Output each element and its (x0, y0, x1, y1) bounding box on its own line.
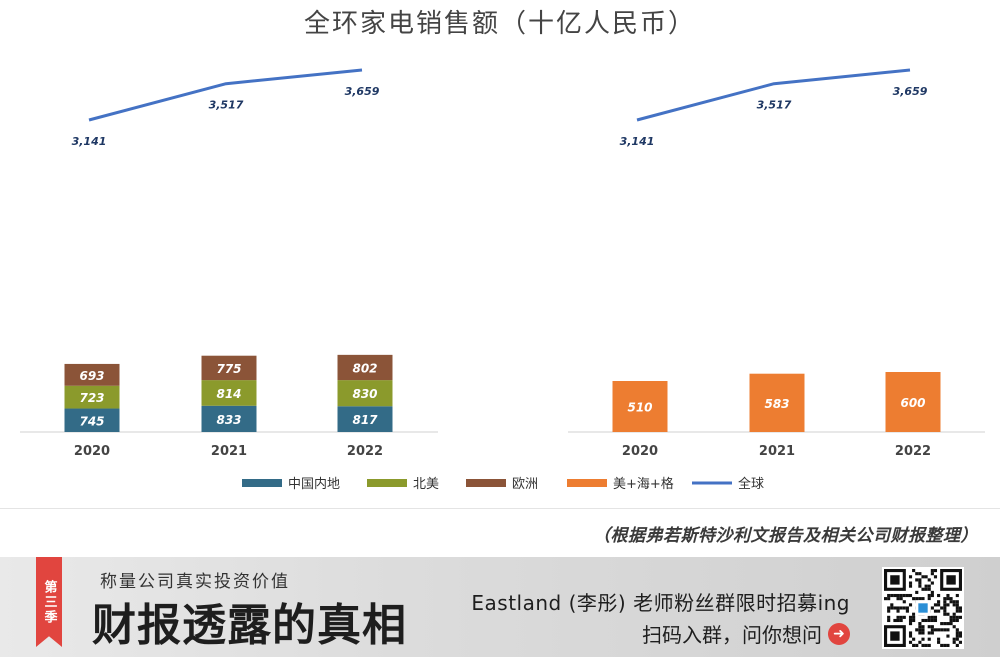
legend-swatch-欧洲 (466, 479, 506, 487)
bar-中国内地-2022 (337, 406, 393, 432)
x-tick-left: 2022 (347, 444, 383, 459)
line-label: 3,517 (757, 99, 792, 112)
line-全球-left (88, 68, 363, 122)
qr-code[interactable] (882, 567, 964, 649)
bar-label: 802 (352, 361, 377, 375)
banner-title: 财报透露的真相 (92, 600, 407, 651)
legend-label-全球: 全球 (738, 476, 764, 492)
bar-label: 775 (216, 362, 241, 376)
legend-swatch-美+海+格 (567, 479, 607, 487)
legend-label-北美: 北美 (413, 477, 439, 492)
bar-欧洲-2021 (201, 355, 257, 381)
bar-北美-2021 (201, 380, 257, 406)
bar-label: 510 (627, 401, 652, 415)
x-tick-right: 2022 (895, 444, 931, 459)
bar-北美-2022 (337, 380, 393, 407)
x-tick-left: 2020 (74, 444, 110, 459)
line-全球-right (636, 68, 911, 122)
legend-label-中国内地: 中国内地 (288, 476, 340, 492)
line-label: 3,517 (209, 99, 244, 112)
source-note: （根据弗若斯特沙利文报告及相关公司财报整理） (593, 526, 978, 546)
x-tick-left: 2021 (211, 444, 247, 459)
x-tick-right: 2020 (622, 444, 658, 459)
line-label: 3,659 (345, 85, 380, 98)
bar-美+海+格-2021 (749, 373, 805, 432)
bar-label: 723 (79, 391, 104, 405)
recruit-text: Eastland (李彤) 老师粉丝群限时招募ing (471, 591, 850, 615)
bar-label: 693 (79, 369, 104, 383)
bar-label: 745 (79, 414, 104, 428)
line-label: 3,141 (72, 135, 107, 148)
legend-swatch-北美 (367, 479, 407, 487)
legend-label-美+海+格: 美+海+格 (613, 476, 674, 492)
chart-svg: 全环家电销售额（十亿人民币） 745 723 693 2020 833 814 775 2021… (20, 9, 985, 492)
bar-label: 817 (352, 413, 378, 427)
join-group-link[interactable]: 扫码入群，问你想问 ➜ (642, 619, 850, 648)
line-label: 3,659 (893, 85, 928, 98)
legend-label-欧洲: 欧洲 (512, 477, 538, 492)
chart-title: 全环家电销售额（十亿人民币） (304, 9, 696, 39)
season-badge: 第三季 (36, 557, 62, 647)
join-group-label: 扫码入群，问你想问 (642, 623, 822, 647)
bar-label: 814 (216, 387, 241, 401)
arrow-right-circle-icon[interactable]: ➜ (828, 622, 850, 645)
promo-banner: 第三季 称量公司真实投资价值 财报透露的真相 Eastland (李彤) 老师粉… (0, 557, 1000, 657)
bar-label: 833 (216, 413, 241, 427)
bar-label: 583 (764, 397, 789, 411)
banner-slogan: 称量公司真实投资价值 (100, 572, 290, 592)
chart-panel: 全环家电销售额（十亿人民币） 745 723 693 2020 833 814 775 2021… (0, 9, 1000, 509)
bar-欧洲-2020 (64, 363, 120, 386)
bar-label: 600 (900, 396, 925, 410)
bar-欧洲-2022 (337, 354, 393, 381)
bar-北美-2020 (64, 385, 120, 409)
bar-美+海+格-2020 (612, 381, 668, 432)
x-tick-right: 2021 (759, 444, 795, 459)
bar-中国内地-2021 (201, 405, 257, 432)
bar-label: 830 (352, 387, 377, 401)
bar-美+海+格-2022 (885, 372, 941, 432)
line-label: 3,141 (620, 135, 655, 148)
bar-中国内地-2020 (64, 408, 120, 432)
legend-swatch-中国内地 (242, 479, 282, 487)
